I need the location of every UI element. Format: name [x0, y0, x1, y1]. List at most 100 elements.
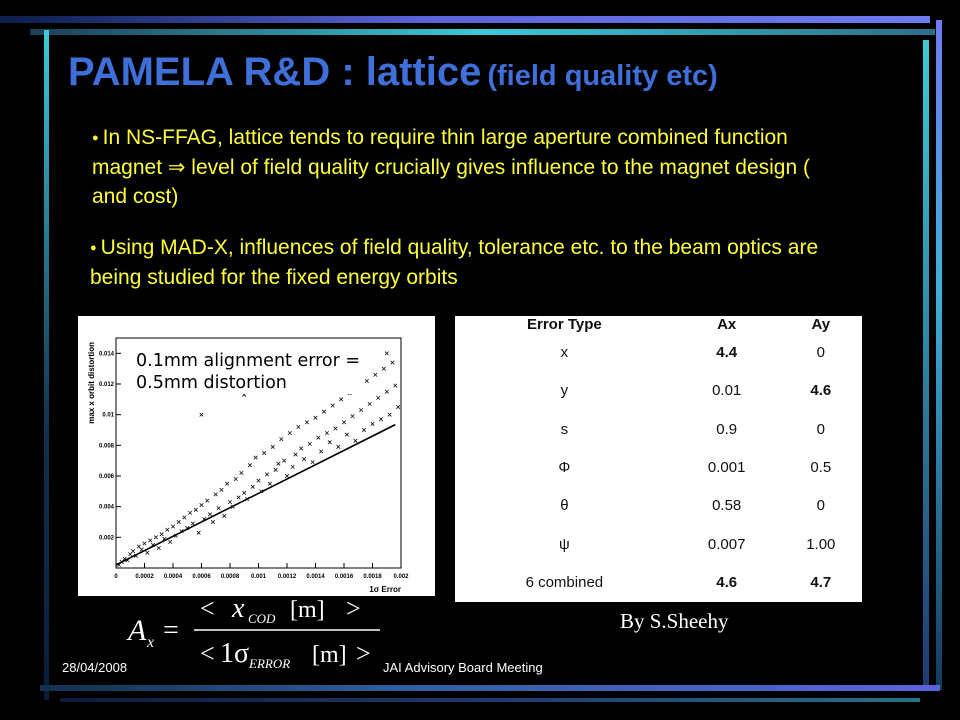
formula-den-open: <: [200, 639, 215, 668]
data-point: [205, 498, 210, 503]
data-point: [216, 506, 221, 511]
data-point: [267, 481, 272, 486]
table-cell: 6 combined: [525, 574, 604, 592]
data-point: [279, 437, 284, 442]
data-point: [236, 495, 241, 500]
data-point: [273, 467, 278, 472]
x-tick-label: 0.0004: [164, 574, 183, 580]
data-point: [239, 470, 244, 476]
table-cell: 4.6: [810, 382, 832, 400]
y-axis-label: max x orbit distortion: [87, 342, 96, 424]
x-tick-label: 0.0016: [335, 574, 354, 580]
data-point: [145, 550, 150, 555]
data-point: [384, 351, 389, 356]
data-point: [176, 519, 181, 525]
formula-num-sub: COD: [248, 611, 276, 626]
fit-line: [115, 423, 396, 566]
y-tick-label: 0.008: [99, 443, 115, 449]
data-point: [148, 538, 153, 543]
table-row: 6 combined 4.6 4.7: [455, 564, 862, 602]
error-table: Error Type Ax Ay x 4.4 0 y 0.01 4.6 s 0.9 0 Φ 0.001 0…: [455, 316, 862, 602]
table-row: θ 0.58 0: [455, 487, 862, 525]
data-point: [270, 444, 275, 449]
formula-num-unit: [m]: [290, 597, 325, 623]
table-cell: 0.5: [810, 458, 832, 476]
table-header-row: Error Type Ax Ay: [455, 316, 862, 333]
data-point: [344, 432, 349, 437]
x-tick-label: 0.002: [393, 574, 409, 580]
frame-left-bar: [44, 30, 49, 700]
frame-top-bar: [0, 16, 930, 23]
data-point: [247, 463, 253, 468]
data-point: [207, 512, 213, 517]
table-row: x 4.4 0: [455, 333, 862, 371]
data-point: [242, 490, 247, 495]
data-point: [264, 472, 270, 477]
data-point: [364, 378, 369, 384]
data-point: [384, 389, 389, 394]
data-point: [284, 473, 290, 479]
data-point: [296, 424, 301, 430]
footer-event: JAI Advisory Board Meeting: [383, 660, 543, 675]
plot-annotation: 0.1mm alignment error = 0.5mm distortion: [133, 350, 364, 394]
data-point: [193, 507, 198, 512]
data-point: [159, 532, 164, 537]
bullet-dot-icon: ●: [90, 241, 97, 254]
scatter-plot-svg: 0 0.0002 0.0004 0.0006 0.0008 0.001 0.0012 0.00…: [87, 337, 409, 594]
data-point: [253, 455, 258, 460]
data-point: [182, 515, 187, 520]
formula-den-sub: ERROR: [248, 656, 290, 671]
data-point: [170, 524, 176, 529]
data-point: [390, 360, 395, 365]
x-tick-label: 0.0002: [135, 574, 154, 580]
data-point: [153, 535, 158, 540]
table-cell: y: [560, 382, 569, 400]
data-point: [350, 414, 355, 419]
data-point: [302, 457, 307, 462]
frame-bottom-bar-2: [60, 698, 920, 702]
table-header-cell: Ax: [717, 316, 737, 333]
data-point: [222, 513, 227, 518]
formula-lhs: A: [126, 614, 147, 647]
table-header-cell: Ay: [811, 316, 831, 333]
data-point: [225, 481, 230, 486]
formula: A x = < x COD [m] > < 1σ ERROR [m] >: [126, 593, 380, 671]
data-point: [190, 521, 196, 526]
annotation-line-2: 0.5mm distortion: [136, 373, 287, 393]
formula-num-open: <: [200, 594, 215, 623]
data-point: [165, 527, 170, 532]
data-point: [293, 452, 298, 457]
data-point: [376, 395, 381, 400]
data-point: [378, 417, 384, 422]
formula-num-var: x: [231, 593, 245, 624]
x-tick-label: 0.0012: [278, 574, 297, 580]
y-tick-label: 0.01: [102, 413, 114, 419]
data-point: [327, 440, 332, 445]
x-tick-label: 0: [114, 574, 118, 580]
frame-right-bar-2: [923, 40, 929, 690]
table-row: Φ 0.001 0.5: [455, 448, 862, 486]
table-cell: Φ: [558, 458, 571, 476]
data-point: [373, 372, 378, 377]
x-tick-label: 0.0008: [221, 574, 240, 580]
data-point: [333, 426, 338, 431]
bullet-1-text: In NS-FFAG, lattice tends to require thi…: [92, 126, 810, 208]
data-point: [262, 450, 267, 456]
footer-date: 28/04/2008: [62, 660, 128, 675]
page-title: PAMELA R&D : lattice (field quality etc): [68, 50, 718, 95]
data-point: [233, 476, 238, 482]
title-main: PAMELA R&D : lattice: [68, 50, 482, 94]
data-point: [319, 449, 324, 454]
data-point: [316, 435, 321, 440]
frame-bottom-bar: [40, 685, 940, 691]
data-point: [381, 366, 386, 371]
table-cell: 0: [816, 420, 825, 438]
table-header-cell: Error Type: [526, 316, 602, 333]
formula-den-close: >: [356, 639, 371, 668]
data-point: [353, 438, 358, 443]
y-tick-label: 0.004: [99, 505, 115, 511]
data-point: [199, 503, 204, 508]
y-tick-label: 0.012: [99, 382, 115, 388]
table-cell: 4.4: [716, 343, 738, 361]
table-cell: 4.7: [810, 574, 832, 592]
